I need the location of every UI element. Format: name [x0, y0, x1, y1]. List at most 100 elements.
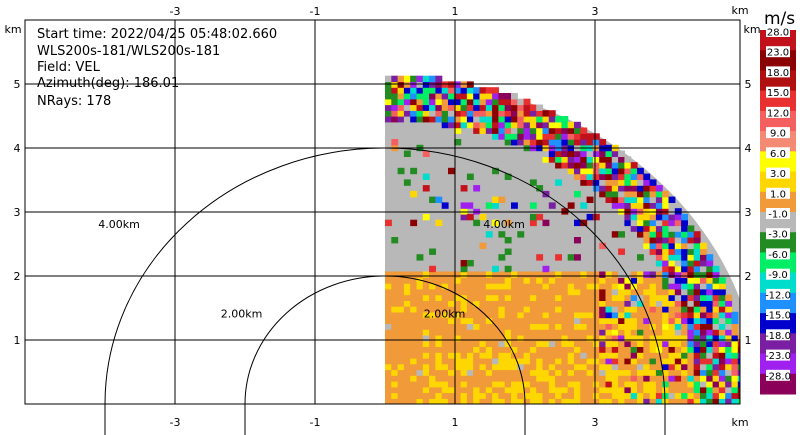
velocity-cell: [555, 386, 562, 394]
velocity-cell: [681, 248, 688, 255]
velocity-cell: [448, 340, 455, 347]
velocity-cell: [385, 306, 392, 313]
velocity-cell: [498, 323, 506, 330]
velocity-cell: [712, 381, 720, 388]
velocity-cell: [441, 283, 449, 290]
velocity-cell: [511, 381, 518, 388]
velocity-cell: [599, 185, 607, 192]
velocity-cell: [435, 300, 443, 307]
velocity-cell: [586, 150, 594, 157]
velocity-cell: [504, 133, 512, 140]
velocity-cell: [618, 179, 625, 186]
velocity-cell: [605, 288, 613, 296]
velocity-cell: [655, 300, 663, 307]
velocity-cell: [655, 352, 663, 359]
velocity-cell: [630, 357, 638, 365]
velocity-cell: [580, 162, 588, 169]
velocity-cell: [580, 340, 588, 347]
velocity-cell: [536, 254, 544, 261]
velocity-cell: [611, 357, 619, 365]
velocity-cell: [586, 386, 594, 394]
velocity-cell: [712, 352, 720, 359]
velocity-cell: [643, 237, 651, 244]
velocity-cell: [536, 133, 544, 140]
velocity-cell: [479, 352, 487, 359]
velocity-cell: [737, 398, 740, 404]
velocity-cell: [649, 294, 657, 301]
velocity-cell: [498, 93, 506, 100]
velocity-cell: [473, 185, 481, 192]
velocity-cell: [611, 294, 619, 301]
velocity-cell: [466, 317, 474, 324]
velocity-cell: [624, 208, 632, 215]
velocity-cell: [397, 75, 405, 83]
velocity-cell: [618, 357, 625, 365]
velocity-cell: [485, 121, 493, 129]
velocity-cell: [599, 386, 607, 394]
velocity-cell: [624, 317, 632, 324]
velocity-cell: [385, 93, 392, 100]
velocity-cell: [611, 277, 619, 284]
velocity-cell: [693, 381, 701, 388]
velocity-cell: [700, 352, 707, 359]
velocity-cell: [479, 334, 487, 342]
velocity-cell: [681, 392, 688, 399]
velocity-cell: [693, 294, 701, 301]
velocity-cell: [681, 363, 688, 371]
velocity-cell: [687, 283, 695, 290]
velocity-cell: [662, 311, 670, 319]
velocity-cell: [492, 334, 499, 342]
velocity-cell: [504, 173, 512, 180]
velocity-cell: [706, 334, 714, 342]
velocity-cell: [441, 306, 449, 313]
velocity-cell: [403, 340, 411, 347]
velocity-cell: [397, 369, 405, 376]
velocity-cell: [517, 386, 525, 394]
velocity-cell: [529, 139, 537, 146]
velocity-cell: [548, 323, 556, 330]
velocity-cell: [504, 283, 512, 290]
velocity-cell: [422, 81, 430, 88]
velocity-cell: [574, 311, 581, 319]
velocity-cell: [479, 392, 487, 399]
velocity-cell: [574, 340, 581, 347]
colorbar-label-bg: [766, 309, 790, 321]
velocity-cell: [586, 398, 594, 404]
velocity-cell: [403, 329, 411, 336]
velocity-cell: [385, 323, 392, 330]
velocity-cell: [630, 369, 638, 376]
velocity-cell: [693, 260, 701, 267]
velocity-cell: [580, 381, 588, 388]
velocity-cell: [403, 300, 411, 307]
velocity-cell: [492, 392, 499, 399]
velocity-cell: [630, 213, 638, 221]
velocity-cell: [485, 340, 493, 347]
velocity-cell: [422, 294, 430, 301]
velocity-cell: [448, 167, 455, 175]
velocity-cell: [391, 300, 399, 307]
velocity-cell: [473, 317, 481, 324]
velocity-cell: [561, 150, 569, 157]
velocity-cell: [561, 357, 569, 365]
velocity-cell: [574, 190, 581, 198]
velocity-cell: [637, 323, 644, 330]
colorbar-label-bg: [766, 167, 790, 179]
velocity-cell: [605, 369, 613, 376]
velocity-cell: [385, 81, 392, 88]
velocity-cell: [416, 369, 424, 376]
velocity-cell: [422, 98, 430, 106]
velocity-cell: [712, 311, 720, 319]
velocity-cell: [655, 363, 663, 371]
velocity-cell: [397, 294, 405, 301]
velocity-cell: [460, 213, 468, 221]
x-tick-label-bottom: 1: [452, 416, 459, 429]
velocity-cell: [479, 317, 487, 324]
velocity-cell: [693, 323, 701, 330]
colorbar-label-bg: [766, 369, 790, 381]
velocity-cell: [580, 357, 588, 365]
velocity-cell: [662, 386, 670, 394]
velocity-cell: [611, 369, 619, 376]
velocity-cell: [492, 306, 499, 313]
velocity-cell: [422, 381, 430, 388]
velocity-cell: [542, 110, 550, 117]
